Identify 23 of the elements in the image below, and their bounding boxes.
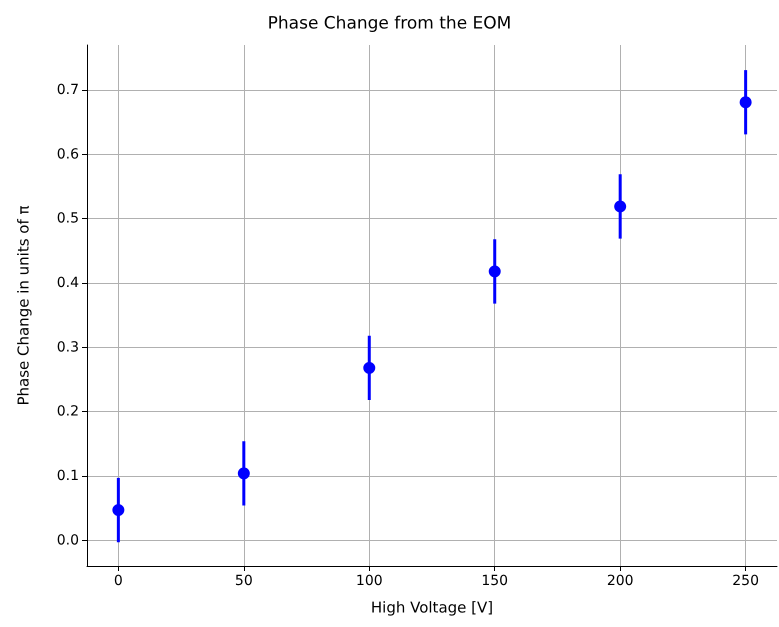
chart-title: Phase Change from the EOM xyxy=(268,14,512,34)
point xyxy=(363,362,376,374)
point xyxy=(740,96,752,108)
point xyxy=(112,504,124,516)
y-tick-label: 0.0 xyxy=(56,532,79,548)
x-tick-label: 50 xyxy=(234,573,253,589)
x-tick-label: 250 xyxy=(732,573,760,589)
y-axis-title: Phase Change in units of π xyxy=(14,205,32,406)
x-tick-label: 200 xyxy=(606,573,634,589)
x-axis-title: High Voltage [V] xyxy=(370,598,494,616)
y-tick-label: 0.6 xyxy=(56,146,80,162)
point xyxy=(238,467,250,480)
x-tick-label: 150 xyxy=(481,573,508,589)
y-tick-label: 0.2 xyxy=(56,404,79,420)
x-tick-label: 100 xyxy=(356,573,383,589)
point xyxy=(488,265,501,278)
x-tick-label: 0 xyxy=(114,573,123,589)
y-tick-label: 0.1 xyxy=(56,468,79,484)
y-tick-label: 0.3 xyxy=(56,339,79,356)
y-tick-label: 0.5 xyxy=(56,210,79,227)
y-tick-label: 0.7 xyxy=(56,82,79,98)
y-tick-label: 0.4 xyxy=(56,274,80,291)
point xyxy=(614,200,626,212)
